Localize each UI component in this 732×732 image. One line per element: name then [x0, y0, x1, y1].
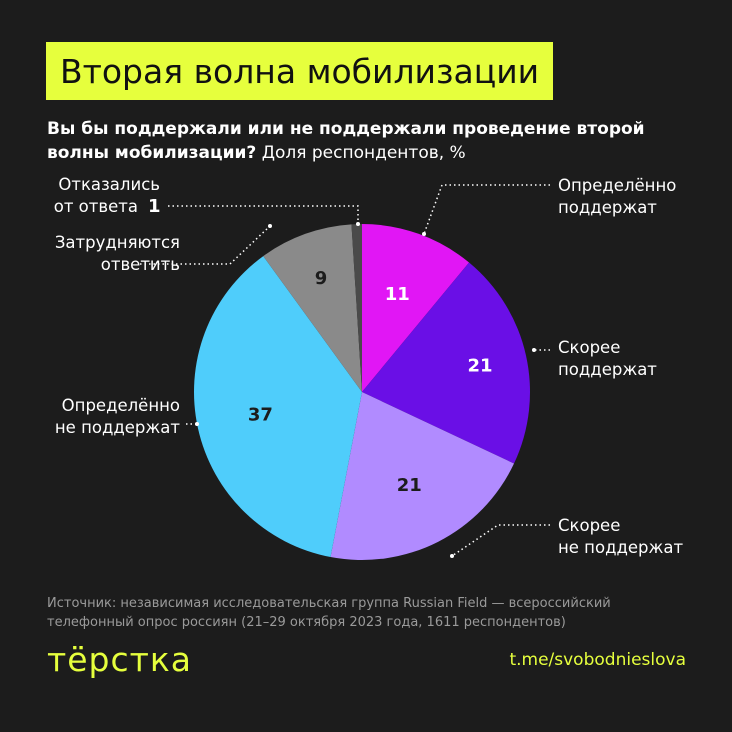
leader-dot-6 [356, 222, 360, 226]
leader-line-1 [423, 184, 550, 235]
slice-label-5: Затрудняются ответить [55, 233, 180, 274]
slice-value-2: 21 [468, 356, 493, 377]
pie-slice-4 [194, 256, 362, 558]
pie-slice-3 [330, 392, 515, 560]
survey-question: Вы бы поддержали или не поддержали прове… [47, 119, 645, 163]
pie-chart: Определённо поддержат Скорее поддержат Скоре… [54, 175, 683, 560]
telegram-link[interactable]: t.me/svobodnieslova [509, 650, 686, 670]
leader-dot-5 [268, 224, 272, 228]
leader-dot-4 [195, 422, 199, 426]
leader-line-3 [451, 524, 550, 557]
source-note: Источник: независимая исследовательская … [47, 596, 611, 630]
slice-value-1: 11 [385, 284, 410, 305]
pie-slice-5 [263, 224, 362, 392]
title-banner: Вторая волна мобилизации [46, 42, 554, 100]
chart-subtitle: Вы бы поддержали или не поддержали прове… [47, 117, 707, 165]
page-title: Вторая волна мобилизации [60, 51, 540, 91]
slice-label-1: Определённо поддержат [558, 176, 676, 217]
slice-label-4: Определённо не поддержат [55, 396, 180, 437]
slice-label-6: Отказались от ответа [54, 175, 160, 216]
leader-line-5 [140, 225, 271, 265]
slice-label-2: Скорее поддержат [558, 338, 657, 379]
slice-label-3: Скорее не поддержат [558, 516, 683, 557]
leader-dot-1 [422, 232, 426, 236]
pie-slice-2 [362, 262, 530, 464]
leader-line-6 [168, 205, 359, 224]
slice-value-4: 37 [248, 405, 273, 426]
verstka-logo: тёрстка [47, 640, 192, 679]
leader-dot-3 [450, 554, 454, 558]
pie-slice-1 [362, 224, 470, 392]
slice-value-5: 9 [315, 268, 328, 289]
slice-value-6: 1 [148, 196, 161, 217]
slice-value-3: 21 [397, 475, 422, 496]
unit-note: Доля респондентов, % [261, 143, 466, 163]
leader-dot-2 [532, 348, 536, 352]
pie-slice-6 [351, 224, 362, 392]
